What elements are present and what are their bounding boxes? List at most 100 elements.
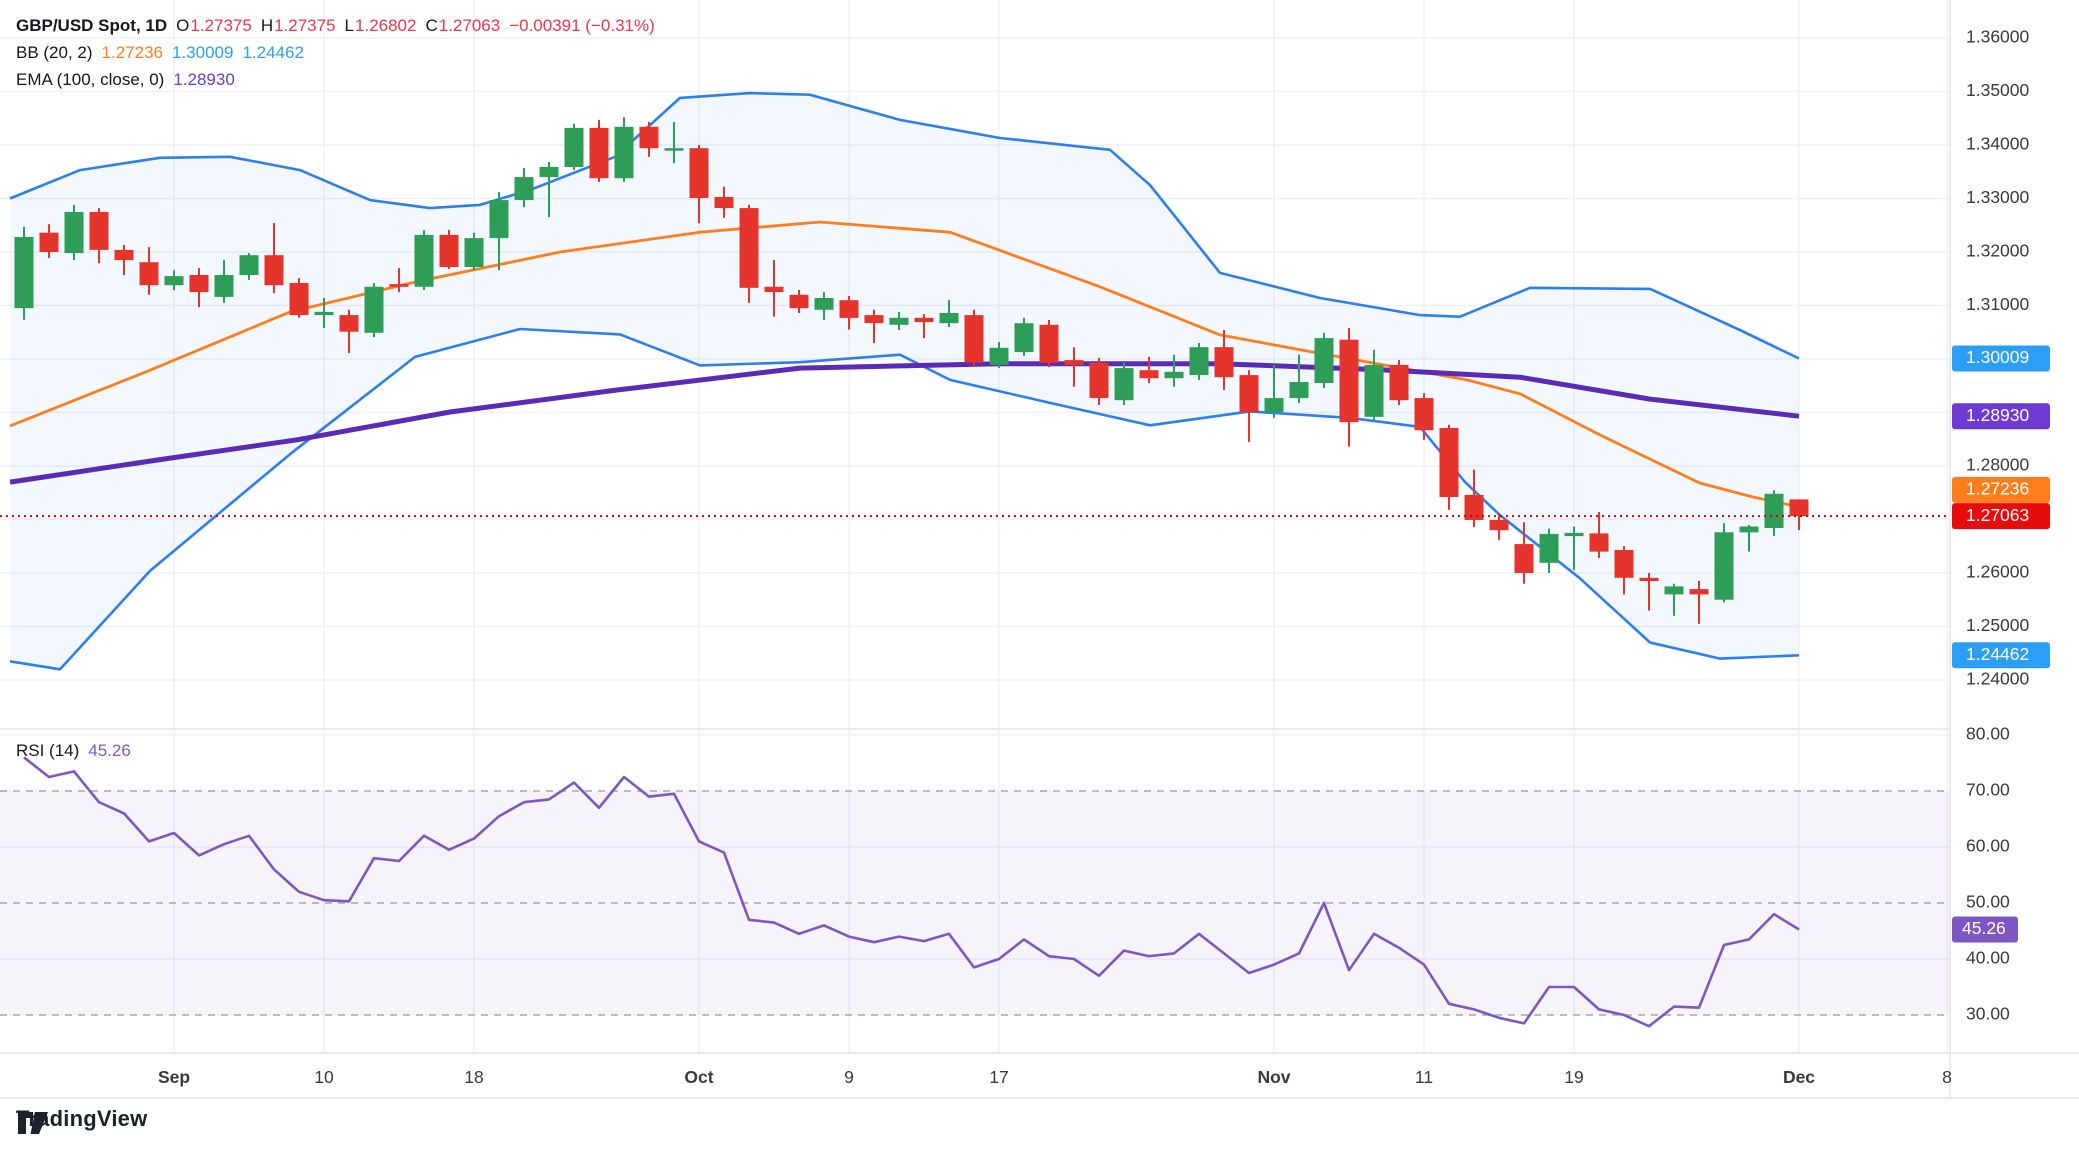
- rsi-axis-label: 70.00: [1966, 780, 2010, 800]
- bb-basis-badge-bg: [1952, 476, 2050, 503]
- candle-body: [1664, 586, 1684, 595]
- last-price-badge-text: 1.27063: [1966, 505, 2029, 525]
- time-axis[interactable]: Sep 10 18 Oct 9 17 Nov 11 19 Dec 8: [158, 1067, 1952, 1087]
- low-label: L: [344, 16, 355, 35]
- candle: [1464, 469, 1484, 527]
- price-axis-label: 1.33000: [1966, 187, 2030, 207]
- candle: [189, 268, 209, 308]
- candle: [1714, 523, 1734, 603]
- candle-body: [714, 196, 734, 209]
- candle-body: [164, 276, 184, 286]
- ema-label: EMA (100, close, 0): [16, 70, 165, 89]
- candle: [114, 245, 134, 275]
- candle: [1664, 583, 1684, 616]
- candle: [1289, 354, 1309, 403]
- change-value: −0.00391 (−0.31%): [509, 16, 655, 35]
- candle-body: [464, 238, 484, 267]
- rsi-axis[interactable]: 80.00 70.00 60.00 50.00 40.00 30.00 45.26: [1952, 724, 2018, 1024]
- candle-body: [1439, 428, 1459, 497]
- rsi-pane: [0, 756, 1950, 1028]
- candle-body: [289, 283, 309, 316]
- tradingview-logo-icon[interactable]: [16, 1106, 50, 1136]
- candle: [1164, 354, 1184, 387]
- symbol-title: GBP/USD Spot, 1D: [16, 16, 168, 35]
- candle: [1364, 349, 1384, 420]
- candle: [139, 247, 159, 295]
- bb-upper-badge-text: 1.30009: [1966, 347, 2029, 367]
- ema-badge-text: 1.28930: [1966, 405, 2030, 425]
- bb-label: BB (20, 2): [16, 43, 93, 62]
- candle-body: [939, 313, 959, 324]
- candle-body: [89, 211, 109, 250]
- price-axis[interactable]: 1.36000 1.35000 1.34000 1.33000 1.32000 1.310…: [1952, 27, 2050, 689]
- time-axis-label: 17: [989, 1067, 1008, 1087]
- candle: [1689, 581, 1709, 624]
- low-value: 1.26802: [355, 16, 417, 35]
- candle: [1639, 573, 1659, 611]
- candle-body: [1639, 577, 1659, 581]
- candle: [1189, 343, 1209, 380]
- candle: [1539, 528, 1559, 573]
- rsi-badge-text: 45.26: [1962, 918, 2006, 938]
- candle: [789, 290, 809, 313]
- candle-body: [1114, 368, 1134, 401]
- candle: [289, 278, 309, 318]
- rsi-axis-label: 40.00: [1966, 948, 2010, 968]
- candle-body: [1714, 532, 1734, 600]
- candle: [539, 162, 559, 218]
- candle: [739, 204, 759, 303]
- candle: [1014, 317, 1034, 356]
- close-label: C: [425, 16, 438, 35]
- candle: [939, 300, 959, 327]
- rsi-badge-bg: [1952, 916, 2018, 943]
- time-axis-label: 8: [1942, 1067, 1952, 1087]
- time-axis-label: 10: [314, 1067, 334, 1087]
- candle-body: [889, 317, 909, 325]
- price-axis-label: 1.34000: [1966, 134, 2030, 154]
- bb-lower-badge-text: 1.24462: [1966, 644, 2029, 664]
- bb-upper-value: 1.30009: [172, 43, 234, 62]
- bb-legend-row[interactable]: BB (20, 2) 1.27236 1.30009 1.24462: [16, 39, 664, 66]
- candle: [14, 226, 34, 320]
- candle-body: [14, 237, 34, 309]
- candle-body: [139, 262, 159, 286]
- candle: [264, 223, 284, 294]
- candle-body: [339, 315, 359, 332]
- candle-body: [1764, 493, 1784, 528]
- candle-body: [64, 211, 84, 254]
- candle-body: [1464, 494, 1484, 520]
- ema-badge: 1.28930: [1952, 403, 2050, 430]
- candle-body: [239, 255, 259, 275]
- candle: [1139, 356, 1159, 384]
- rsi-axis-label: 80.00: [1966, 724, 2010, 744]
- candle: [1264, 364, 1284, 418]
- ema-line: [9, 361, 1800, 485]
- candle: [314, 298, 334, 328]
- candle: [39, 224, 59, 258]
- candle-body: [564, 127, 584, 167]
- candle: [639, 122, 659, 157]
- candle-body: [264, 255, 284, 286]
- candle-body: [314, 311, 334, 316]
- price-axis-label: 1.36000: [1966, 27, 2030, 47]
- candle: [1039, 319, 1059, 367]
- high-label: H: [260, 16, 274, 35]
- candle-body: [989, 347, 1009, 365]
- candle-body: [1314, 338, 1334, 383]
- rsi-legend-row[interactable]: RSI (14) 45.26: [16, 741, 140, 761]
- rsi-badge: 45.26: [1952, 916, 2018, 943]
- candle-body: [1014, 323, 1034, 353]
- time-axis-label: Sep: [158, 1067, 190, 1087]
- bb-basis-badge-text: 1.27236: [1966, 478, 2029, 498]
- candle-body: [1489, 520, 1509, 531]
- ema-legend-row[interactable]: EMA (100, close, 0) 1.28930: [16, 66, 664, 93]
- candle: [1439, 424, 1459, 510]
- symbol-legend-row[interactable]: GBP/USD Spot, 1D O1.27375 H1.27375 L1.26802…: [16, 12, 664, 39]
- bb-basis-value: 1.27236: [101, 43, 163, 62]
- time-axis-label: Dec: [1783, 1067, 1815, 1087]
- candle-body: [1039, 324, 1059, 363]
- time-axis-label: Nov: [1257, 1067, 1290, 1087]
- candle-body: [1589, 533, 1609, 552]
